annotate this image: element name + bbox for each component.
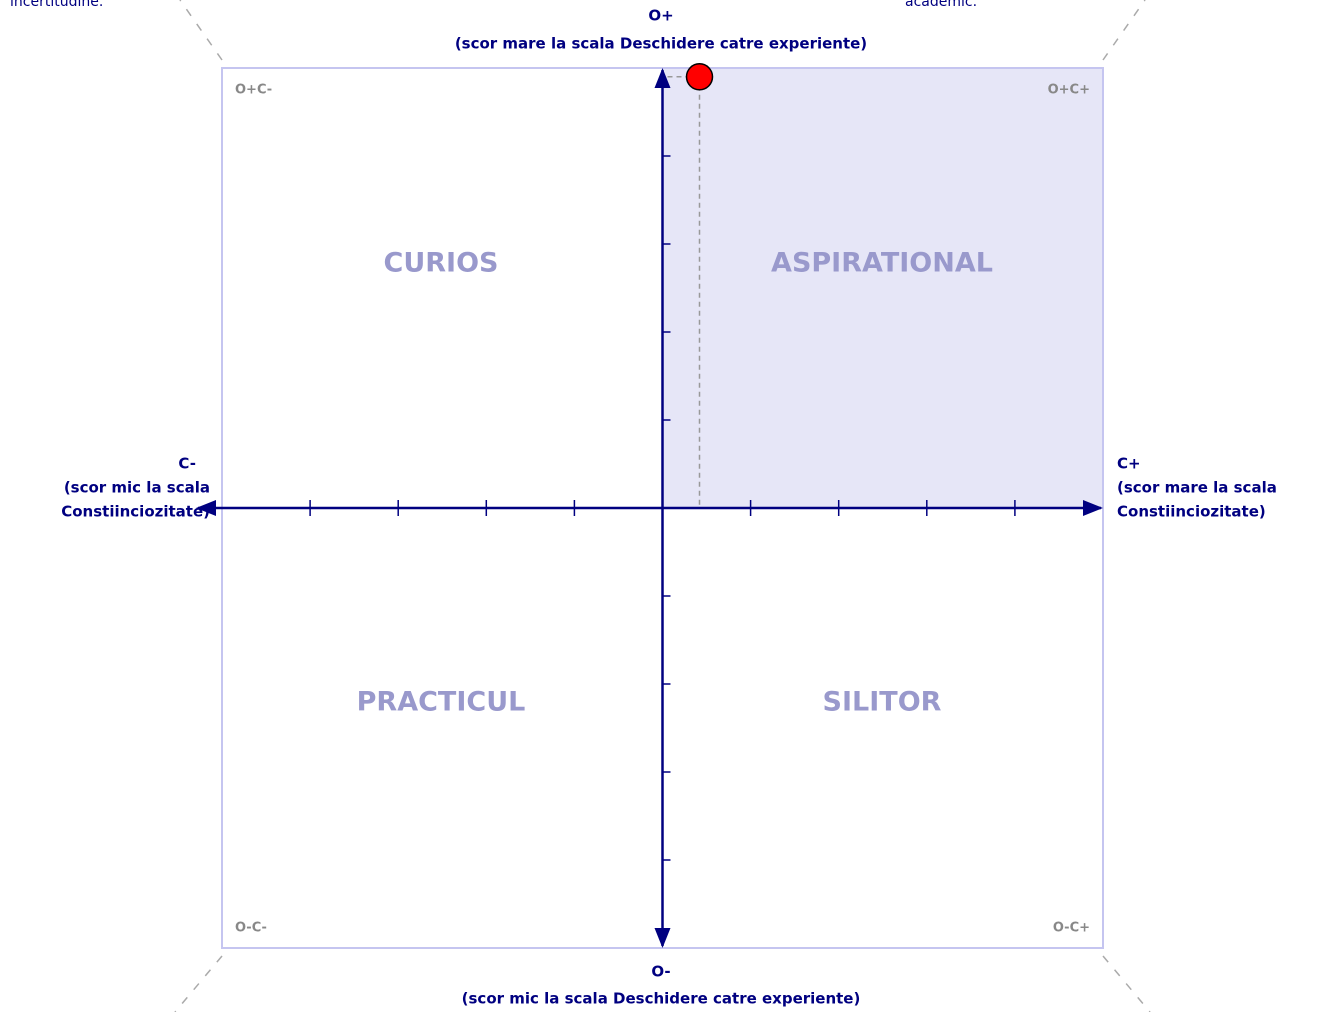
corner-label: O-C-	[235, 921, 267, 936]
point	[685, 63, 714, 91]
axis-label: Constiinciozitate)	[61, 503, 210, 521]
axis-label: O-	[651, 963, 670, 981]
corner-label: O+C-	[235, 83, 272, 98]
quadrant-label: PRACTICUL	[357, 687, 526, 718]
fragment: academic.	[905, 0, 977, 10]
axis-label: C+	[1117, 455, 1141, 473]
corner-dashes	[174, 0, 1151, 1012]
corner-label: O+C+	[1048, 83, 1090, 98]
quadrant-label: ASPIRATIONAL	[771, 248, 993, 279]
fragment: incertitudine.	[10, 0, 103, 10]
corner-label: O-C+	[1053, 921, 1090, 936]
quadrant-shade	[662, 68, 1103, 508]
quadrant-label: SILITOR	[823, 687, 942, 718]
axis-label: (scor mic la scala	[64, 479, 210, 497]
axis-label: (scor mic la scala Deschidere catre expe…	[462, 990, 861, 1008]
axis-label: O+	[648, 7, 673, 25]
axis-label: (scor mare la scala	[1117, 479, 1277, 497]
axis-label: Constiinciozitate)	[1117, 503, 1266, 521]
plot: CURIOS ASPIRATIONAL PRACTICUL SILITOR O+C- O+…	[196, 63, 1104, 949]
axis-label: (scor mare la scala Deschidere catre exp…	[455, 35, 867, 53]
quadrant-label: CURIOS	[384, 248, 499, 279]
axis-label: C-	[178, 455, 196, 473]
